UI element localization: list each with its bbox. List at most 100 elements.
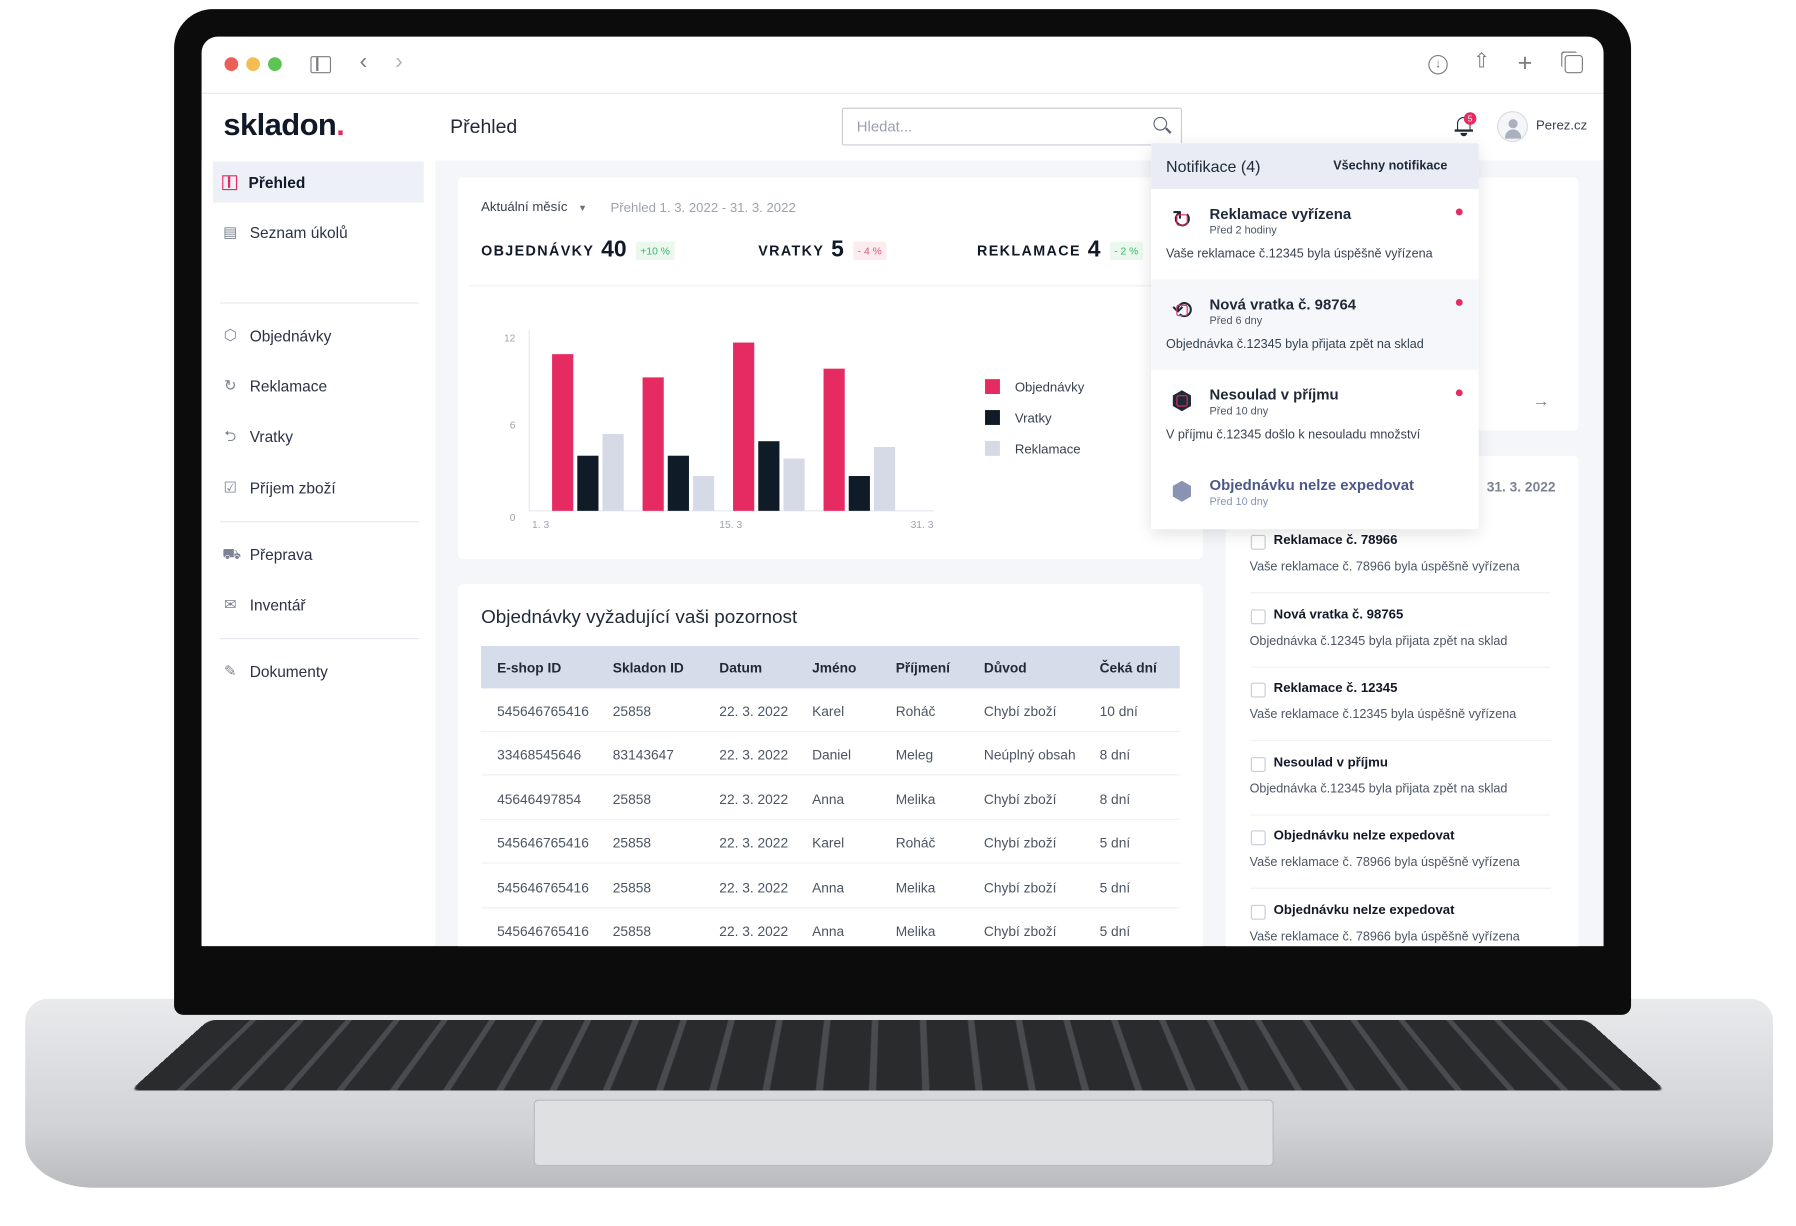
arrow-right-icon[interactable]: → xyxy=(1532,391,1550,412)
task-checkbox[interactable] xyxy=(1250,904,1266,920)
column-header[interactable]: Skladon ID xyxy=(612,659,684,676)
bar-reklamace xyxy=(783,458,805,511)
notification-item[interactable]: ⬢ Nesoulad v příjmu Před 10 dny V příjmu… xyxy=(1151,369,1479,461)
table-row[interactable]: 545646765416 25858 22. 3. 2022 Karel Roháč Ch… xyxy=(481,820,1180,864)
column-header[interactable]: Čeká dní xyxy=(1099,659,1157,676)
sidebar-item-dokumenty[interactable]: ✎ Dokumenty xyxy=(213,651,424,692)
sidebar-item-prehled[interactable]: Přehled xyxy=(213,161,424,203)
notification-item[interactable]: ↻ Reklamace vyřízena Před 2 hodiny Vaše … xyxy=(1151,188,1479,280)
table-cell: 83143647 xyxy=(612,747,674,764)
orders-card: Objednávky vyžadující vaši pozornost E-s… xyxy=(458,584,1203,947)
skladon-logo[interactable]: skladon. xyxy=(223,107,345,143)
close-window-button[interactable] xyxy=(224,57,239,72)
sidebar-item-prijem-zbozi[interactable]: ☑ Příjem zboží xyxy=(213,467,424,508)
notification-desc: Vaše reklamace č.12345 byla úspěšně vyří… xyxy=(1166,247,1433,262)
task-checkbox[interactable] xyxy=(1250,756,1266,772)
sidebar-item-inventar[interactable]: ✉ Inventář xyxy=(213,584,424,625)
task-title: Objednávku nelze expedovat xyxy=(1273,903,1455,918)
task-desc: Vaše reklamace č. 78966 byla úspěšně vyř… xyxy=(1249,560,1520,574)
table-cell: Chybí zboží xyxy=(983,703,1057,720)
bell-icon[interactable]: 5 xyxy=(1454,112,1477,137)
share-icon[interactable]: ⇧ xyxy=(1472,49,1491,73)
chevron-down-icon: ▼ xyxy=(577,202,588,214)
table-cell: 33468545646 xyxy=(497,747,582,764)
truck-icon: ⛟ xyxy=(222,545,241,563)
table-row[interactable]: 545646765416 25858 22. 3. 2022 Karel Roháč Ch… xyxy=(481,688,1180,732)
avatar[interactable] xyxy=(1497,111,1528,143)
table-cell: 545646765416 xyxy=(497,703,589,720)
sidebar-toggle-icon[interactable] xyxy=(310,56,332,74)
task-title: Reklamace č. 78966 xyxy=(1273,533,1398,548)
task-checkbox[interactable] xyxy=(1250,682,1266,698)
period-select[interactable]: Aktuální měsíc ▼ xyxy=(481,200,588,215)
tabs-icon[interactable] xyxy=(1564,54,1583,74)
download-icon[interactable]: ↓ xyxy=(1428,54,1448,75)
return-box-icon: ⟲ xyxy=(1171,295,1193,325)
notification-desc: V příjmu č.12345 došlo k nesouladu množs… xyxy=(1166,428,1421,443)
forward-icon[interactable]: › xyxy=(395,49,403,75)
notification-desc: Objednávka č.12345 byla přijata zpět na … xyxy=(1166,337,1424,352)
bar-objednávky xyxy=(733,342,755,511)
sidebar-item-label: Reklamace xyxy=(249,377,328,395)
x-tick-label: 1. 3 xyxy=(532,520,549,531)
table-cell: 25858 xyxy=(612,791,652,808)
divider xyxy=(219,637,420,640)
notification-item[interactable]: ⟲ Nová vratka č. 98764 Před 6 dny Objedn… xyxy=(1151,279,1479,370)
column-header[interactable]: Jméno xyxy=(812,659,857,676)
minimize-window-button[interactable] xyxy=(246,57,261,72)
notification-time: Před 10 dny xyxy=(1209,405,1269,419)
column-header[interactable]: Datum xyxy=(719,659,763,676)
table-cell: Roháč xyxy=(895,703,936,720)
search-input[interactable]: Hledat... xyxy=(841,107,1183,146)
table-row[interactable]: 45646497854 25858 22. 3. 2022 Anna Melika Chy… xyxy=(481,776,1180,820)
bar-vratky xyxy=(848,476,870,511)
table-row[interactable]: 33468545646 83143647 22. 3. 2022 Daniel Mele… xyxy=(481,732,1180,776)
table-cell: Anna xyxy=(812,791,845,808)
sidebar-item-vratky[interactable]: ⮌ Vratky xyxy=(213,416,424,457)
notification-count-badge: 5 xyxy=(1463,112,1477,125)
notification-title: Nesoulad v příjmu xyxy=(1209,385,1339,404)
table-row[interactable]: 545646765416 25858 22. 3. 2022 Anna Melika Ch… xyxy=(481,908,1180,946)
task-checkbox[interactable] xyxy=(1250,830,1266,846)
notifications-header: Notifikace (4) Všechny notifikace xyxy=(1151,143,1479,189)
period-text: Přehled 1. 3. 2022 - 31. 3. 2022 xyxy=(610,201,796,216)
divider xyxy=(1250,592,1551,594)
bar-vratky xyxy=(577,455,599,511)
notification-title: Nová vratka č. 98764 xyxy=(1209,295,1357,313)
return-icon: ⮌ xyxy=(224,427,237,445)
column-header[interactable]: Příjmení xyxy=(895,659,950,676)
bar-vratky xyxy=(667,455,689,511)
orders-title: Objednávky vyžadující vaši pozornost xyxy=(481,607,798,628)
maximize-window-button[interactable] xyxy=(268,57,282,72)
notifications-title: Notifikace (4) xyxy=(1166,156,1261,176)
trackpad xyxy=(533,1099,1274,1167)
unread-dot xyxy=(1455,298,1463,306)
column-header[interactable]: Důvod xyxy=(983,659,1027,676)
bar-objednávky xyxy=(823,368,845,511)
table-cell: 25858 xyxy=(612,879,652,896)
change-badge: +10 % xyxy=(635,241,675,260)
page-title: Přehled xyxy=(450,115,518,138)
table-row[interactable]: 545646765416 25858 22. 3. 2022 Anna Melika Ch… xyxy=(481,864,1180,908)
task-checkbox[interactable] xyxy=(1250,608,1266,624)
table-cell: 5 dní xyxy=(1099,879,1131,896)
sidebar-item-objednavky[interactable]: ⬡ Objednávky xyxy=(213,315,424,356)
task-desc: Vaše reklamace č. 78966 byla úspěšně vyř… xyxy=(1249,930,1520,944)
column-header[interactable]: E-shop ID xyxy=(497,659,562,676)
new-tab-icon[interactable]: + xyxy=(1517,48,1533,77)
back-icon[interactable]: ‹ xyxy=(359,49,368,75)
all-notifications-link[interactable]: Všechny notifikace xyxy=(1333,159,1448,173)
table-cell: 22. 3. 2022 xyxy=(719,747,789,764)
search-icon[interactable] xyxy=(1153,116,1172,134)
sidebar-item-seznam-ukolu[interactable]: ▤ Seznam úkolů xyxy=(213,212,424,253)
table-cell: Chybí zboží xyxy=(983,791,1057,808)
table-cell: Melika xyxy=(895,923,936,940)
notification-time: Před 6 dny xyxy=(1209,314,1263,328)
sidebar-item-preprava[interactable]: ⛟ Přeprava xyxy=(213,534,424,575)
task-checkbox[interactable] xyxy=(1250,534,1266,550)
sidebar-item-label: Inventář xyxy=(249,596,306,614)
notification-item[interactable]: ⬢ Objednávku nelze expedovat Před 10 dny xyxy=(1151,460,1479,530)
user-name[interactable]: Perez.cz xyxy=(1535,119,1588,133)
sidebar-item-reklamace[interactable]: ↻ Reklamace xyxy=(213,365,424,406)
kpi-returns: VRATKY 5- 4 % xyxy=(758,237,887,263)
